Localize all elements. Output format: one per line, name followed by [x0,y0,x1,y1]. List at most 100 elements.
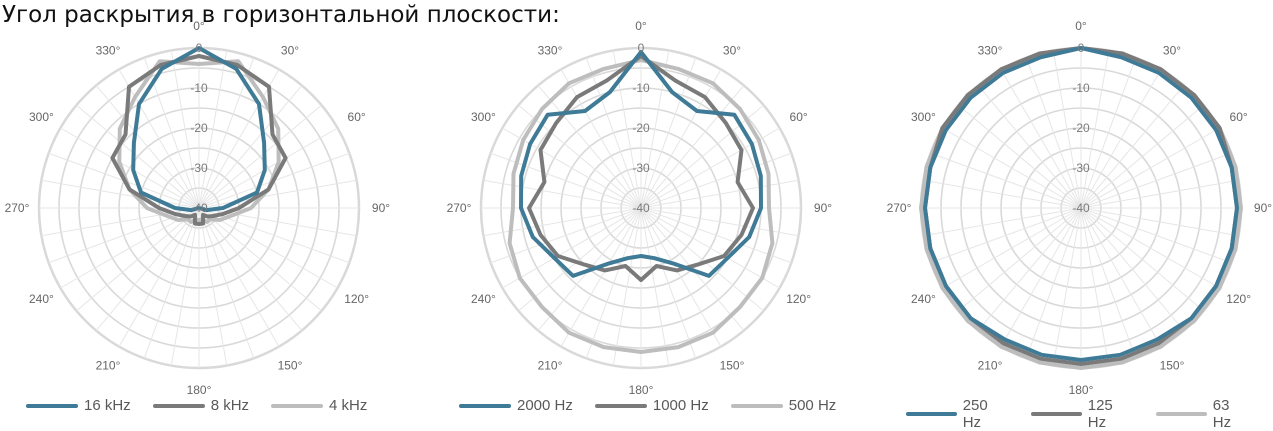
grid-spoke [483,179,642,209]
grid-spoke [1080,207,1232,264]
grid-spoke [930,207,1082,264]
series-line [527,54,755,282]
angle-tick-label: 60° [790,110,808,124]
grid-spoke [1080,85,1185,209]
radial-tick-label: -20 [190,121,208,135]
angle-tick-label: 90° [372,201,390,215]
grid-spoke [958,207,1082,312]
angle-tick-label: 270° [447,201,472,215]
angle-tick-label: 180° [187,383,212,397]
grid-spoke [640,69,722,209]
legend-item: 8 kHz [152,397,250,414]
grid-spoke [923,179,1082,209]
radial-tick-label: -30 [632,161,650,175]
legend-swatch [1031,412,1082,416]
legend-label: 1000 Hz [652,397,709,414]
grid-spoke [170,207,200,366]
grid-spoke [977,85,1082,209]
angle-tick-label: 270° [887,201,912,215]
grid-spoke [1080,207,1220,289]
grid-spoke [1080,50,1110,209]
grid-spoke [518,207,642,312]
grid-spoke [1080,207,1162,347]
radial-tick-label: -40 [190,201,208,215]
legend-label: 2000 Hz [517,397,573,414]
grid-spoke [198,207,303,331]
grid-spoke [640,85,745,209]
legend-chart-1: 16 kHz 8 kHz 4 kHz [26,397,389,414]
grid-spoke [95,85,200,209]
grid-spoke [640,127,780,209]
angle-tick-label: 240° [911,292,936,306]
grid-spoke [1080,57,1137,209]
series-line [131,46,267,213]
radial-tick-label: 0 [196,41,203,55]
grid-spoke [640,207,722,347]
grid-spoke [958,104,1082,209]
grid-spoke [118,207,200,347]
grid-spoke [198,85,303,209]
legend-item: 1000 Hz [594,397,709,414]
grid-spoke [198,207,280,347]
angle-tick-label: 30° [281,43,299,57]
grid-spoke [537,85,642,209]
angle-tick-label: 300° [471,110,496,124]
grid-spoke [560,69,642,209]
grid-spoke [143,207,200,359]
grid-spoke [977,207,1082,331]
grid-spoke [640,57,697,209]
grid-spoke [118,69,200,209]
grid-spoke [1025,57,1082,209]
radial-tick-label: 0 [1078,41,1085,55]
page-title: Угол раскрытия в горизонтальной плоскост… [2,2,560,28]
grid-spoke [1052,50,1082,209]
angle-tick-label: 30° [1163,43,1181,57]
legend-chart-2: 2000 Hz 1000 Hz 500 Hz [459,397,858,414]
grid-spoke [1080,104,1204,209]
radial-tick-label: -10 [632,81,650,95]
angle-tick-label: 210° [538,359,563,373]
legend-swatch [1156,412,1207,416]
series-line [923,46,1239,366]
grid-spoke [198,127,338,209]
angle-tick-label: 90° [1254,201,1272,215]
angle-tick-label: 270° [5,201,30,215]
angle-tick-label: 240° [29,292,54,306]
radial-tick-label: -40 [632,201,650,215]
legend-swatch [730,403,783,408]
legend-item: 4 kHz [271,397,367,414]
angle-tick-label: 240° [471,292,496,306]
radial-tick-label: -20 [632,121,650,135]
grid-spoke [198,179,357,209]
grid-spoke [198,50,228,209]
legend-swatch [152,403,205,408]
legend-label: 8 kHz [210,397,250,414]
angle-tick-label: 0° [635,19,647,33]
grid-spoke [1000,207,1082,347]
legend-label: 500 Hz [788,397,837,414]
angle-tick-label: 120° [786,292,811,306]
series-line [923,46,1239,362]
grid-spoke [942,207,1082,289]
angle-tick-label: 180° [629,383,654,397]
grid-spoke [76,207,200,312]
grid-spoke [612,207,642,366]
grid-spoke [198,69,280,209]
angle-tick-label: 210° [978,359,1003,373]
grid-spoke [170,50,200,209]
grid-spoke [560,207,642,347]
grid-spoke [640,207,780,289]
grid-spoke [640,207,670,366]
legend-item: 500 Hz [730,397,837,414]
legend-label: 63 Hz [1212,397,1232,431]
angle-tick-label: 330° [538,43,563,57]
grid-spoke [1052,207,1082,366]
legend-swatch [26,403,78,408]
legend-label: 4 kHz [329,397,368,414]
angle-tick-label: 0° [193,19,205,33]
grid-spoke [502,127,642,209]
grid-spoke [1080,207,1204,312]
grid-spoke [1080,207,1185,331]
angle-tick-label: 150° [278,359,303,373]
